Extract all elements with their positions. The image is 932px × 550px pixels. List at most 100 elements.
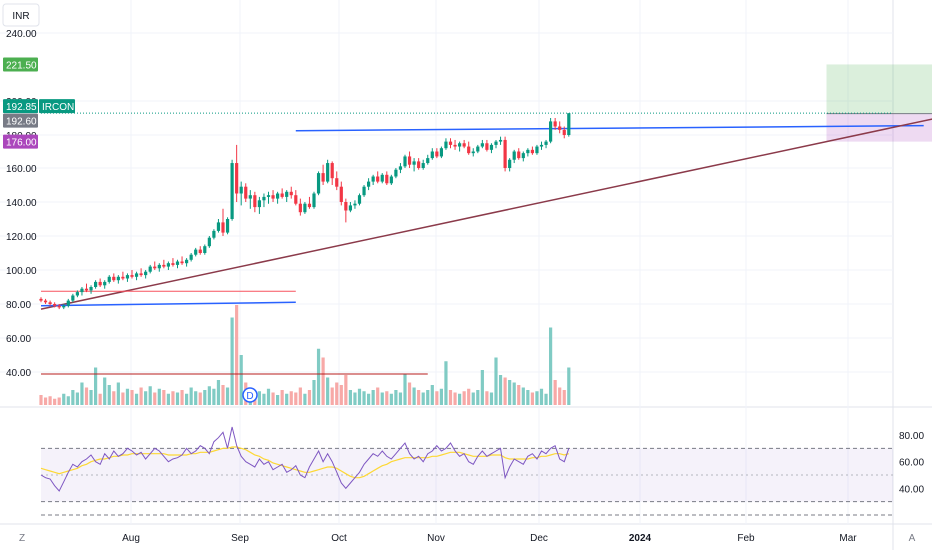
volume-bar xyxy=(53,398,57,405)
candle-body xyxy=(262,196,266,201)
currency-button[interactable]: INR xyxy=(2,3,40,27)
drawings[interactable] xyxy=(40,64,932,375)
volume-bar xyxy=(421,392,425,405)
volume-bar xyxy=(266,388,271,405)
currency-button-frame[interactable] xyxy=(2,3,40,27)
candle-body xyxy=(439,148,443,157)
volume-bar xyxy=(180,390,184,405)
candle-body xyxy=(458,143,462,147)
candle-body xyxy=(462,143,466,147)
volume-bar xyxy=(166,393,170,405)
candle-body xyxy=(98,281,102,286)
volume-bar xyxy=(57,397,61,405)
candle-body xyxy=(303,203,307,213)
candle-body xyxy=(84,288,89,291)
candle-body xyxy=(526,149,530,154)
volume-bar xyxy=(476,390,480,405)
candle-body xyxy=(171,263,175,265)
candle-body xyxy=(380,174,384,182)
volume-bar xyxy=(43,397,48,405)
candle-body xyxy=(558,126,562,130)
price-tick-label: 160.00 xyxy=(6,164,37,175)
volume-bar xyxy=(348,390,352,405)
volume-bar xyxy=(367,393,371,405)
timezone-button[interactable]: Z xyxy=(19,533,25,544)
candle-body xyxy=(221,222,225,233)
volume-bar xyxy=(80,382,84,405)
candle-body xyxy=(407,156,412,165)
candle-body xyxy=(253,195,257,208)
candle-body xyxy=(535,146,539,154)
candle-body xyxy=(539,144,544,147)
price-tags: 221.50 176.00 192.85 IRCON 192.60 xyxy=(3,57,75,149)
candle-body xyxy=(266,195,271,197)
stop-price-tag-box xyxy=(3,134,38,149)
volume-bar xyxy=(289,391,293,405)
volume-bar xyxy=(112,391,116,405)
rsi-moving-average xyxy=(40,446,569,479)
candle-body xyxy=(453,144,457,147)
candle-body xyxy=(225,219,230,233)
volume-bar xyxy=(549,327,553,405)
candle-body xyxy=(162,264,166,267)
candles xyxy=(39,113,571,310)
candle-body xyxy=(185,259,189,264)
candle-body xyxy=(239,186,243,194)
volume-bar xyxy=(94,367,98,405)
volume-bar xyxy=(148,386,152,405)
candle-body xyxy=(94,281,98,287)
price-tick-label: 120.00 xyxy=(6,232,37,243)
candle-body xyxy=(125,275,130,279)
candle-body xyxy=(376,176,380,182)
volume-bar xyxy=(362,391,366,405)
time-tick-label: Feb xyxy=(737,533,755,544)
grid-lines xyxy=(0,0,893,524)
candle-body xyxy=(257,200,261,208)
candle-body xyxy=(357,195,362,204)
candle-body xyxy=(398,166,403,170)
candle-body xyxy=(230,163,234,219)
candle-body xyxy=(353,203,357,206)
auto-scale-button[interactable]: A xyxy=(909,533,916,544)
volume-bar xyxy=(398,392,403,405)
candle-body xyxy=(508,159,512,168)
volume-bar xyxy=(471,392,475,405)
candle-body xyxy=(130,275,134,277)
volume-bar xyxy=(544,393,548,405)
candle-body xyxy=(116,276,120,281)
volume-bar xyxy=(239,355,243,405)
volume-bar xyxy=(558,387,562,405)
candle-body xyxy=(367,181,371,187)
stop-price-tag-text: 176.00 xyxy=(6,138,37,149)
volume-bar xyxy=(225,387,230,405)
volume-bar xyxy=(212,388,216,405)
candle-body xyxy=(235,163,239,194)
volume-bar xyxy=(189,387,193,405)
volume-bar xyxy=(521,387,525,405)
volume-bar xyxy=(535,391,539,405)
volume-bar xyxy=(62,393,66,405)
candle-body xyxy=(426,158,430,164)
candle-body xyxy=(280,193,284,197)
candle-body xyxy=(212,230,216,238)
candle-body xyxy=(271,195,275,199)
rsi-tick-label: 40.00 xyxy=(899,484,924,495)
volume-bar xyxy=(385,391,389,405)
candle-body xyxy=(321,173,325,182)
candle-body xyxy=(175,261,180,265)
volume-bar xyxy=(444,361,448,405)
interval-marker[interactable]: D xyxy=(242,387,258,403)
candle-body xyxy=(75,292,79,296)
position-target-zone xyxy=(826,64,932,114)
volume-bar xyxy=(335,382,339,405)
volume-bar xyxy=(134,393,139,405)
stop-price-tag: 176.00 xyxy=(3,134,38,149)
volume-bar xyxy=(439,388,443,405)
price-tick-label: 80.00 xyxy=(6,300,31,311)
volume-bar xyxy=(326,377,330,405)
interval-circle-icon[interactable] xyxy=(242,387,258,403)
volume-bar xyxy=(89,390,93,405)
volume-bar xyxy=(98,393,102,405)
